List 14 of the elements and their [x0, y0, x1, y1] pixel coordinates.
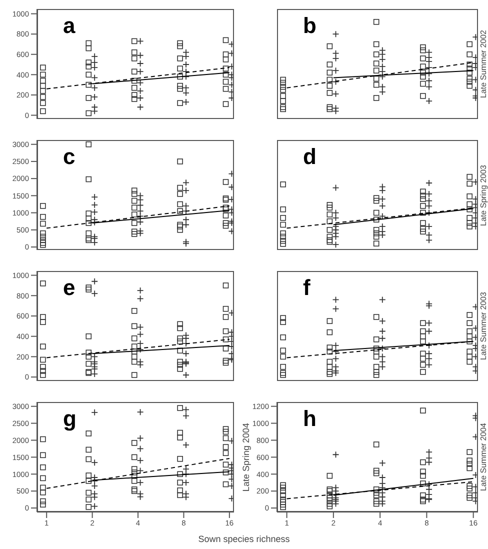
x-axis-title: Sown species richness	[197, 534, 291, 544]
chart-title: c	[63, 144, 76, 169]
chart-title: b	[303, 13, 316, 38]
chart-title: f	[303, 275, 310, 300]
y2-axis-title: Late Summer 2002	[478, 30, 488, 98]
y-axis-title: Late Spring 2004	[241, 422, 251, 492]
chart-title: d	[303, 144, 316, 169]
y2-axis-title: Late Spring 2003	[478, 164, 488, 226]
y2-axis-title: Late Summer 2003	[478, 292, 488, 360]
chart-title: h	[303, 406, 316, 431]
chart-title: g	[63, 406, 76, 431]
chart-title: a	[63, 13, 76, 38]
y2-axis-title: Late Summer 2004	[478, 422, 488, 492]
chart-title: e	[63, 275, 76, 300]
